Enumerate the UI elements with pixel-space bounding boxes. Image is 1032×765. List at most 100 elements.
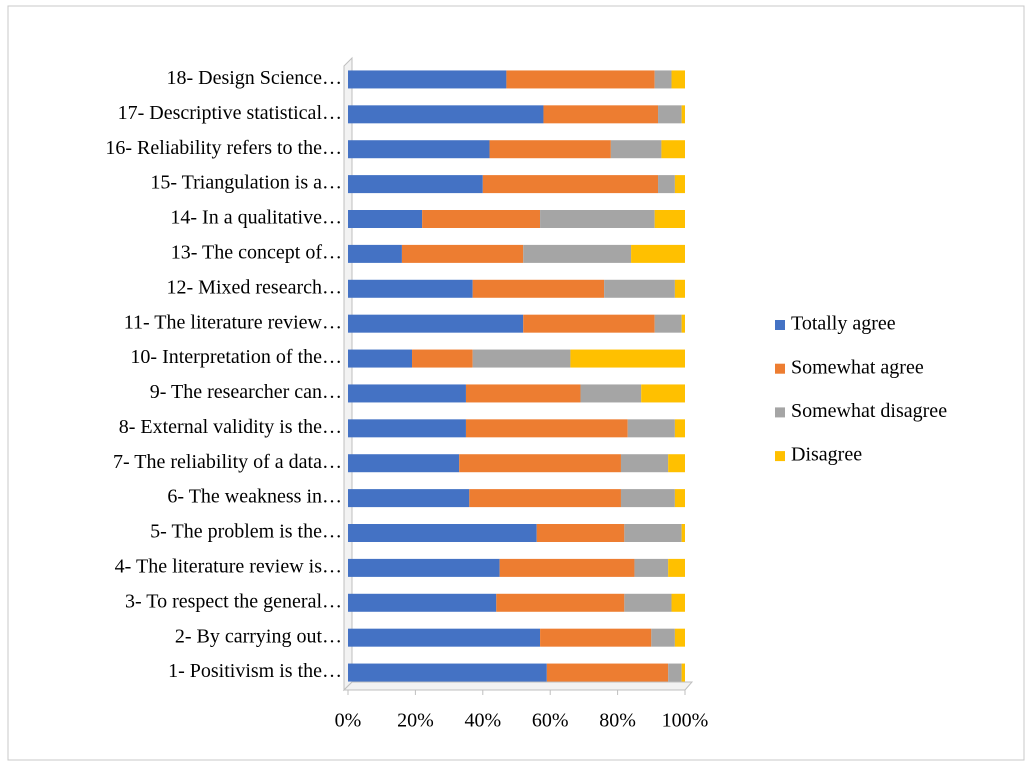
- x-tick-label: 60%: [532, 710, 569, 732]
- bar-segment: [681, 663, 685, 682]
- legend-label: Disagree: [791, 444, 862, 466]
- x-tick-label: 20%: [397, 710, 434, 732]
- bar-segment: [472, 279, 605, 298]
- bar-segment: [540, 210, 655, 228]
- bar-segment: [674, 628, 685, 647]
- bar-segment: [624, 593, 672, 612]
- legend-swatch: [775, 451, 785, 462]
- y-tick-label: 13- The concept of…: [171, 241, 342, 263]
- bar-segment: [348, 489, 470, 508]
- legend-swatch: [775, 407, 785, 418]
- bar-segment: [634, 558, 669, 577]
- bar-segment: [631, 244, 685, 263]
- bar-segment: [620, 489, 675, 508]
- y-tick-label: 6- The weakness in…: [167, 486, 342, 508]
- y-tick-label: 10- Interpretation of the…: [130, 346, 342, 368]
- bar-segment: [348, 70, 507, 89]
- bar-segment: [472, 349, 571, 368]
- bar-segment: [658, 105, 682, 124]
- bar-segment: [401, 244, 524, 263]
- bar-segment: [489, 140, 611, 159]
- legend-label: Somewhat disagree: [791, 400, 947, 422]
- bar-segment: [469, 489, 621, 508]
- bar-segment: [651, 628, 675, 647]
- bar-segment: [348, 210, 423, 228]
- y-tick-label: 3- To respect the general…: [125, 590, 342, 612]
- y-tick-label: 9- The researcher can…: [150, 381, 342, 403]
- bar-segment: [465, 419, 628, 438]
- y-tick-label: 4- The literature review is…: [115, 555, 342, 577]
- bar-segment: [668, 558, 685, 577]
- bar-segment: [654, 70, 672, 89]
- bar-segment: [620, 454, 669, 473]
- legend-swatch: [775, 320, 785, 330]
- bar-segment: [674, 279, 685, 298]
- bar-segment: [412, 349, 473, 368]
- bar-segment: [348, 349, 413, 368]
- bar-segment: [661, 140, 685, 159]
- bar-segment: [348, 524, 537, 542]
- bar-segment: [681, 314, 685, 333]
- legend-label: Somewhat agree: [791, 356, 924, 378]
- bar-segment: [348, 593, 497, 612]
- bar-segment: [348, 628, 541, 647]
- bar-segment: [506, 70, 655, 89]
- floor: [342, 681, 694, 691]
- bar-segment: [348, 314, 524, 333]
- bar-segment: [654, 314, 682, 333]
- bar-segment: [671, 593, 685, 612]
- bar-segment: [536, 524, 625, 542]
- bar-segment: [668, 663, 682, 682]
- bar-segment: [499, 558, 635, 577]
- y-tick-label: 7- The reliability of a data…: [113, 451, 342, 473]
- bar-segment: [604, 279, 675, 298]
- bar-segment: [624, 524, 682, 542]
- y-tick-label: 18- Design Science…: [166, 67, 342, 89]
- y-tick-label: 15- Triangulation is a…: [150, 172, 342, 194]
- legend-swatch: [775, 363, 785, 374]
- bar-segment: [570, 349, 685, 368]
- bar-segment: [348, 175, 483, 194]
- x-tick-label: 40%: [464, 710, 501, 732]
- bar-segment: [671, 70, 685, 89]
- bar-segment: [348, 105, 544, 124]
- bar-segment: [348, 279, 473, 298]
- y-tick-label: 8- External validity is the…: [119, 416, 342, 438]
- y-tick-label: 14- In a qualitative…: [170, 207, 342, 229]
- x-tick-label: 0%: [335, 710, 362, 732]
- bar-segment: [459, 454, 621, 473]
- bar-segment: [627, 419, 675, 438]
- bar-segment: [674, 489, 685, 508]
- y-tick-label: 17- Descriptive statistical…: [118, 102, 342, 124]
- bar-segment: [641, 384, 685, 403]
- x-tick-label: 100%: [662, 710, 709, 732]
- bar-segment: [580, 384, 642, 403]
- y-tick-label: 16- Reliability refers to the…: [105, 137, 342, 159]
- bar-segment: [348, 663, 547, 682]
- bar-segment: [610, 140, 662, 159]
- bar-segment: [523, 314, 655, 333]
- bar-segment: [348, 454, 460, 473]
- bar-segment: [348, 244, 402, 263]
- bar-segment: [668, 454, 685, 473]
- bar-segment: [681, 105, 685, 124]
- bar-segment: [348, 419, 466, 438]
- bar-segment: [543, 105, 659, 124]
- y-tick-label: 2- By carrying out…: [175, 625, 342, 647]
- y-tick-label: 5- The problem is the…: [150, 521, 342, 543]
- bar-segment: [496, 593, 625, 612]
- y-tick-label: 12- Mixed research…: [167, 276, 343, 298]
- bar-segment: [658, 175, 675, 194]
- bar-segment: [674, 419, 685, 438]
- bar-segment: [546, 663, 669, 682]
- bar-segment: [523, 244, 632, 263]
- bar-segment: [465, 384, 581, 403]
- bar-segment: [422, 210, 541, 228]
- bar-segment: [348, 140, 490, 159]
- bar-segment: [540, 628, 652, 647]
- bar-segment: [348, 558, 500, 577]
- bar-segment: [654, 210, 685, 228]
- y-tick-label: 11- The literature review…: [124, 311, 342, 333]
- legend-label: Totally agree: [791, 313, 896, 335]
